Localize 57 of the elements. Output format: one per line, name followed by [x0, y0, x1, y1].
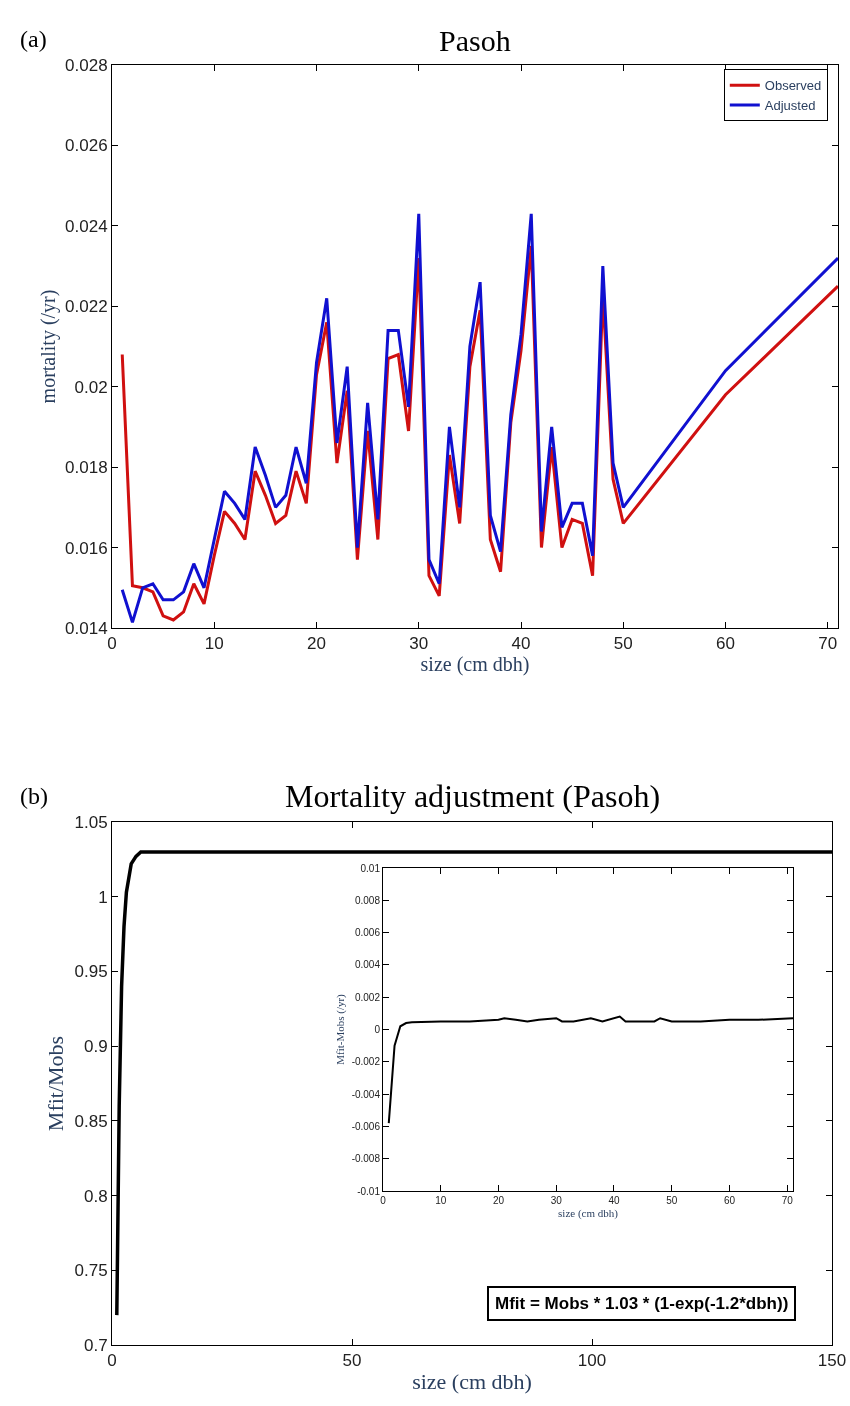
chart-title: Pasoh — [439, 24, 511, 57]
x-tick-label: 70 — [818, 634, 838, 654]
y-tick-label: 0.01 — [360, 862, 381, 874]
x-tick-label: 50 — [342, 1351, 362, 1371]
x-tick-label: 50 — [613, 634, 633, 654]
y-tick-label: 0.026 — [65, 136, 108, 156]
y-tick-label: 0.008 — [354, 894, 381, 906]
x-tick-label: 70 — [781, 1195, 794, 1206]
y-tick-label: 0.024 — [65, 216, 108, 236]
x-tick-label: 40 — [511, 634, 531, 654]
x-tick-label: 20 — [307, 634, 326, 654]
legend-label: Adjusted — [764, 98, 816, 114]
x-tick-label: 150 — [817, 1351, 847, 1371]
y-tick-label: 0.028 — [65, 55, 108, 75]
y-tick-label: 0.02 — [74, 377, 108, 397]
x-tick-label: 30 — [550, 1195, 563, 1206]
y-tick-label: -0.006 — [351, 1120, 381, 1132]
y-tick-label: 0.95 — [74, 962, 108, 982]
x-tick-label: 60 — [716, 634, 735, 654]
chart-title: Mortality adjustment (Pasoh) — [285, 778, 661, 814]
x-tick-label: 30 — [409, 634, 429, 654]
y-tick-label: 0.004 — [354, 959, 381, 971]
y-tick-label: 0.7 — [83, 1335, 108, 1355]
y-tick-label: 0.006 — [354, 927, 381, 939]
annotation: Mfit = Mobs * 1.03 * (1-exp(-1.2*dbh)) — [495, 1294, 789, 1313]
y-tick-label: 0.014 — [65, 618, 108, 638]
y-tick-label: 0.8 — [83, 1186, 108, 1206]
y-tick-label: 1 — [98, 887, 108, 907]
x-axis-title: size (cm dbh) — [558, 1207, 619, 1221]
y-axis-title: mortality (/yr) — [36, 289, 60, 404]
y-tick-label: -0.01 — [357, 1185, 381, 1197]
y-tick-label: 0 — [374, 1024, 381, 1035]
x-tick-label: 20 — [492, 1195, 505, 1206]
y-tick-label: -0.004 — [351, 1088, 381, 1100]
y-tick-label: -0.008 — [351, 1153, 381, 1165]
y-tick-label: 0.022 — [65, 297, 108, 317]
y-tick-label: 0.002 — [354, 991, 381, 1003]
y-tick-label: 0.75 — [74, 1261, 108, 1281]
y-tick-label: -0.002 — [351, 1056, 381, 1068]
x-axis-title: size (cm dbh) — [420, 653, 530, 677]
y-tick-label: 0.018 — [65, 458, 108, 478]
y-tick-label: 0.016 — [65, 538, 108, 558]
y-tick-label: 0.9 — [83, 1037, 108, 1057]
x-axis-title: size (cm dbh) — [412, 1369, 532, 1395]
y-axis-title: Mfit/Mobs — [43, 1035, 69, 1132]
x-tick-label: 50 — [666, 1195, 678, 1206]
text: (b) — [20, 783, 48, 809]
y-tick-label: 0.85 — [74, 1111, 108, 1131]
x-tick-label: 10 — [204, 634, 224, 654]
y-axis-title: Mfit-Mobs (/yr) — [334, 993, 348, 1065]
x-tick-label: 40 — [608, 1195, 620, 1206]
x-tick-label: 10 — [435, 1195, 447, 1206]
x-tick-label: 60 — [723, 1195, 736, 1206]
legend-label: Observed — [764, 78, 822, 94]
y-tick-label: 1.05 — [74, 812, 108, 832]
x-tick-label: 100 — [577, 1351, 607, 1371]
text: (a) — [20, 26, 47, 52]
